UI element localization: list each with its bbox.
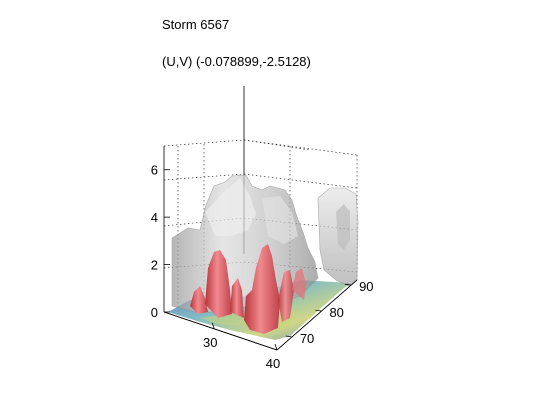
chart-subtitle: (U,V) (-0.078899,-2.5128) <box>162 54 311 69</box>
x-tick-mark <box>211 322 215 330</box>
red-surface-4 <box>244 244 280 334</box>
red-surface-3 <box>230 278 244 318</box>
z-tick-label: 4 <box>151 210 158 225</box>
x-tick-label: 30 <box>203 335 217 350</box>
front-edges <box>163 279 358 351</box>
red-surface-2 <box>205 250 232 318</box>
x-tick-mark <box>274 343 278 351</box>
z-tick-label: 0 <box>151 305 158 320</box>
chart-title: Storm 6567 <box>162 17 230 32</box>
red-surface-1 <box>190 286 208 314</box>
y-tick-mark <box>345 283 352 286</box>
y-tick-mark <box>315 309 322 312</box>
grey-surface-tower-notch <box>336 204 350 250</box>
z-tick-label: 2 <box>151 258 158 273</box>
z-axis-ticks: 0 2 4 6 <box>151 163 170 320</box>
y-axis-ticks: 70 80 90 <box>285 279 374 346</box>
red-isosurface <box>190 244 306 334</box>
x-axis-ticks: 30 40 <box>203 322 280 371</box>
red-surface-6 <box>292 268 306 300</box>
red-surface-5 <box>278 270 294 322</box>
y-tick-label: 90 <box>359 279 373 294</box>
y-tick-mark <box>285 335 292 338</box>
y-tick-label: 70 <box>300 331 314 346</box>
x-tick-label: 40 <box>266 356 280 371</box>
grey-surface-ridge <box>205 178 256 236</box>
z-tick-label: 6 <box>151 163 158 178</box>
grey-surface-ridge-2 <box>262 196 298 244</box>
y-tick-label: 80 <box>329 305 343 320</box>
